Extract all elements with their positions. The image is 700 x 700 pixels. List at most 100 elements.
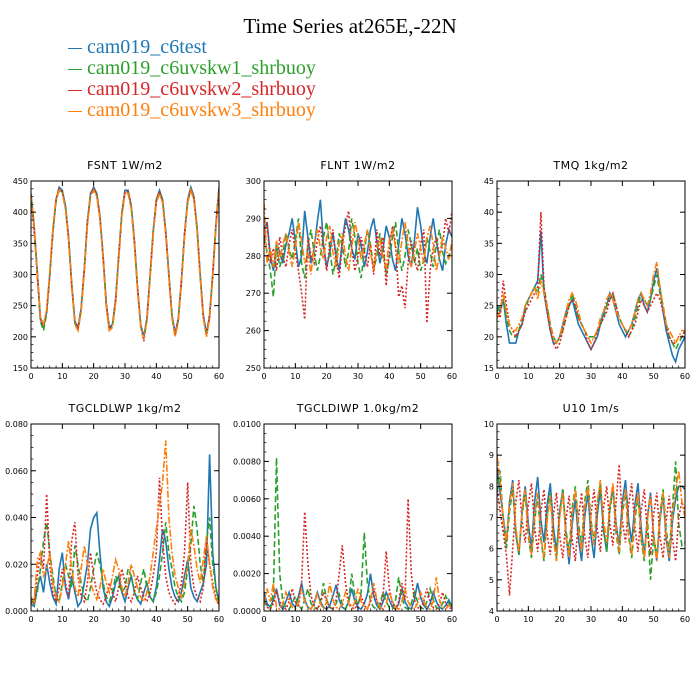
series-line (264, 199, 452, 272)
y-tick-label: 260 (246, 327, 261, 336)
legend-swatch (68, 69, 82, 70)
legend-item: cam019_c6uvskw3_shrbuoy (68, 100, 316, 121)
x-tick-label: 10 (523, 372, 533, 381)
chart-panel: U10 1m/s 0 10 20 30 40 50 60 4 5 6 7 8 9 10 (484, 402, 690, 624)
x-tick-label: 30 (120, 372, 130, 381)
panel-title: TGCLDIWP 1.0kg/m2 (296, 402, 420, 415)
y-tick-label: 250 (13, 302, 28, 311)
y-tick-label: 0.0060 (233, 495, 261, 504)
x-tick-label: 10 (57, 372, 67, 381)
y-tick-label: 0.0100 (233, 420, 261, 429)
series-line (31, 184, 219, 337)
series-line (31, 440, 219, 605)
chart-panel: TGCLDIWP 1.0kg/m2 0 10 20 30 40 50 60 0.0000 0.00… (233, 402, 457, 624)
panel-frame (263, 180, 453, 369)
y-tick-label: 15 (484, 364, 494, 373)
x-tick-label: 20 (322, 372, 332, 381)
legend-label: cam019_c6uvskw2_shrbuoy (87, 78, 316, 100)
panel-frame (30, 180, 220, 369)
x-tick-label: 40 (617, 372, 627, 381)
x-tick-label: 0 (28, 372, 33, 381)
series-line (264, 203, 452, 275)
x-tick-label: 0 (494, 372, 499, 381)
y-tick-label: 0.060 (5, 467, 28, 476)
y-tick-label: 45 (484, 177, 494, 186)
y-tick-label: 0.0040 (233, 532, 261, 541)
x-tick-label: 0 (28, 615, 33, 624)
legend-item: cam019_c6uvskw2_shrbuoy (68, 79, 316, 100)
x-tick-label: 40 (384, 372, 394, 381)
x-tick-label: 60 (447, 372, 457, 381)
x-tick-label: 50 (649, 372, 659, 381)
y-tick-label: 5 (489, 576, 494, 585)
x-tick-label: 0 (261, 372, 266, 381)
x-tick-label: 20 (555, 615, 565, 624)
y-tick-label: 10 (484, 420, 494, 429)
x-tick-label: 10 (57, 615, 67, 624)
series-line (31, 186, 219, 339)
legend-swatch (68, 111, 82, 112)
y-tick-label: 9 (489, 451, 494, 460)
x-tick-label: 60 (680, 372, 690, 381)
y-tick-label: 8 (489, 482, 494, 491)
legend-label: cam019_c6uvskw3_shrbuoy (87, 99, 316, 121)
x-tick-label: 40 (617, 615, 627, 624)
x-tick-label: 10 (523, 615, 533, 624)
x-tick-label: 0 (261, 615, 266, 624)
y-tick-label: 270 (246, 289, 261, 298)
y-tick-label: 30 (484, 271, 494, 280)
legend-label: cam019_c6test (87, 36, 207, 58)
chart-panel: TMQ 1kg/m2 0 10 20 30 40 50 60 15 20 25 30 35 40 45 (484, 159, 690, 381)
figure-title: Time Series at265E,-22N (243, 14, 457, 38)
x-tick-label: 20 (89, 615, 99, 624)
legend-item: cam019_c6test (68, 37, 316, 58)
y-tick-label: 20 (484, 333, 494, 342)
legend-swatch (68, 90, 82, 91)
x-tick-label: 0 (494, 615, 499, 624)
chart-panel: FLNT 1W/m2 0 10 20 30 40 50 60 250 260 270 280 290 30… (246, 159, 457, 381)
series-line (497, 455, 685, 562)
legend: cam019_c6test cam019_c6uvskw1_shrbuoy ca… (68, 37, 316, 121)
x-tick-label: 30 (586, 615, 596, 624)
y-tick-label: 0.0000 (233, 607, 261, 616)
y-tick-label: 0.0020 (233, 570, 261, 579)
series-line (497, 212, 685, 352)
legend-label: cam019_c6uvskw1_shrbuoy (87, 57, 316, 79)
x-tick-label: 20 (322, 615, 332, 624)
panel-title: TGCLDLWP 1kg/m2 (68, 402, 182, 415)
chart-panel: FSNT 1W/m2 0 10 20 30 40 50 60 150 200 250 300 350 40… (13, 159, 224, 381)
x-tick-label: 50 (416, 615, 426, 624)
x-tick-label: 20 (555, 372, 565, 381)
x-tick-label: 30 (586, 372, 596, 381)
series-line (497, 464, 685, 596)
y-tick-label: 7 (489, 514, 494, 523)
x-tick-label: 60 (214, 615, 224, 624)
y-tick-label: 250 (246, 364, 261, 373)
y-tick-label: 150 (13, 364, 28, 373)
series-line (31, 185, 219, 342)
x-tick-label: 50 (416, 372, 426, 381)
series-line (31, 187, 219, 339)
series-line (264, 218, 452, 297)
x-tick-label: 30 (353, 372, 363, 381)
y-tick-label: 350 (13, 239, 28, 248)
panel-frame (263, 423, 453, 612)
legend-swatch (68, 48, 82, 49)
y-tick-label: 450 (13, 177, 28, 186)
x-tick-label: 50 (183, 372, 193, 381)
y-tick-label: 0.040 (5, 514, 28, 523)
x-tick-label: 60 (214, 372, 224, 381)
y-tick-label: 400 (13, 208, 28, 217)
x-tick-label: 50 (183, 615, 193, 624)
x-tick-label: 60 (447, 615, 457, 624)
x-tick-label: 40 (384, 615, 394, 624)
y-tick-label: 0.020 (5, 560, 28, 569)
x-tick-label: 10 (290, 615, 300, 624)
y-tick-label: 0.000 (5, 607, 28, 616)
y-tick-label: 200 (13, 333, 28, 342)
y-tick-label: 40 (484, 208, 494, 217)
panel-title: U10 1m/s (563, 402, 620, 415)
y-tick-label: 4 (489, 607, 494, 616)
panel-title: FSNT 1W/m2 (87, 159, 163, 172)
